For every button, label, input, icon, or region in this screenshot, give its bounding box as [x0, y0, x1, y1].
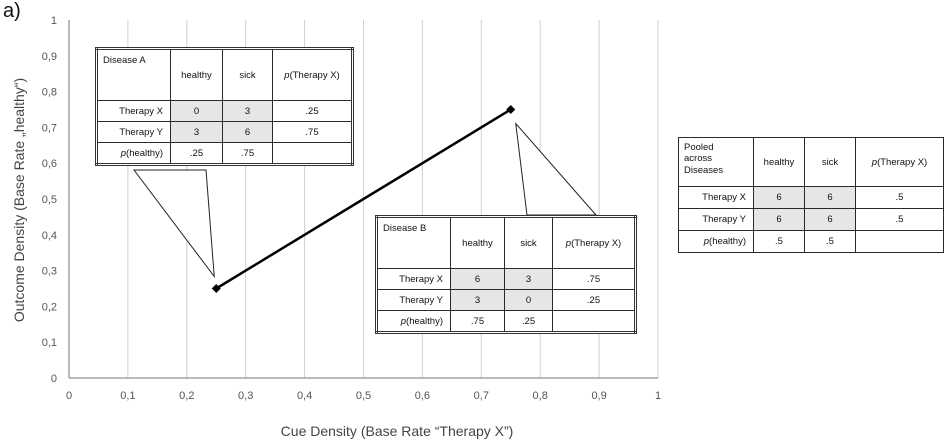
disease-a-row-label: p(healthy) [96, 142, 171, 165]
pooled-cell: .5 [855, 186, 944, 209]
pooled-title: Pooled across Diseases [678, 137, 754, 187]
disease-b-table: Disease B healthy sick p(Therapy X) Ther… [375, 215, 637, 334]
x-tick-label: 0,9 [591, 390, 606, 402]
y-axis-title: Outcome Density (Base Rate „healthy“) [11, 78, 27, 322]
x-tick-label: 0,3 [238, 390, 253, 402]
disease-a-cell: .75 [222, 142, 273, 165]
y-tick-label: 0,5 [42, 194, 57, 206]
x-tick-label: 0,4 [297, 390, 312, 402]
disease-b-cell: .75 [552, 268, 636, 290]
x-tick-label: 0 [66, 390, 72, 402]
y-tick-label: 1 [51, 15, 57, 27]
disease-b-cell: 6 [450, 268, 505, 290]
disease-b-row-label: Therapy Y [376, 289, 451, 311]
pooled-cell: 6 [804, 208, 856, 231]
disease-b-row-label: p(healthy) [376, 310, 451, 333]
x-tick-label: 0,8 [533, 390, 548, 402]
y-tick-label: 0,8 [42, 87, 57, 99]
disease-b-cell: 0 [504, 289, 553, 311]
disease-b-cell: 3 [504, 268, 553, 290]
axis-layer: 0 0,1 0,2 0,3 0,4 0,5 0,6 0,7 0,8 0,9 1 0 0,1 0,2 0,3 0… [42, 15, 661, 402]
disease-a-table: Disease A healthy sick p(Therapy X) Ther… [95, 47, 354, 166]
disease-a-cell: 3 [222, 100, 273, 122]
disease-b-col-sick: sick [504, 216, 553, 269]
x-axis-title: Cue Density (Base Rate “Therapy X”) [281, 423, 514, 439]
disease-a-row-label: Therapy Y [96, 121, 171, 143]
pooled-row-label: Therapy X [678, 186, 754, 209]
data-point-marker [211, 284, 221, 293]
pooled-cell: .5 [804, 230, 856, 253]
y-tick-label: 0,4 [42, 230, 57, 242]
disease-b-title: Disease B [376, 216, 451, 269]
y-tick-label: 0 [51, 373, 57, 385]
pooled-cell: 6 [753, 186, 805, 209]
pooled-col-sick: sick [804, 137, 856, 187]
disease-a-col-healthy: healthy [170, 48, 223, 101]
x-tick-label: 1 [655, 390, 661, 402]
x-tick-label: 0,5 [356, 390, 371, 402]
y-tick-label: 0,3 [42, 266, 57, 278]
disease-a-cell [272, 142, 353, 165]
x-tick-label: 0,7 [474, 390, 489, 402]
y-tick-label: 0,9 [42, 51, 57, 63]
disease-b-row-label: Therapy X [376, 268, 451, 290]
disease-b-cell: .25 [504, 310, 553, 333]
disease-b-cell: .75 [450, 310, 505, 333]
series-layer [211, 105, 516, 293]
pooled-col-healthy: healthy [753, 137, 805, 187]
disease-b-col-healthy: healthy [450, 216, 505, 269]
disease-b-col-ptherapy: p(Therapy X) [552, 216, 636, 269]
disease-a-col-ptherapy: p(Therapy X) [272, 48, 353, 101]
panel-label: a) [3, 0, 21, 22]
pooled-cell [855, 230, 944, 253]
disease-a-cell: .75 [272, 121, 353, 143]
disease-b-callout [515, 121, 598, 216]
disease-a-cell: .25 [170, 142, 223, 165]
pooled-cell: .5 [753, 230, 805, 253]
pooled-row-label: Therapy Y [678, 208, 754, 231]
y-tick-label: 0,6 [42, 158, 57, 170]
disease-a-col-sick: sick [222, 48, 273, 101]
disease-a-cell: 6 [222, 121, 273, 143]
series-line [215, 108, 512, 290]
disease-a-cell: 0 [170, 100, 223, 122]
x-tick-label: 0,2 [179, 390, 194, 402]
disease-a-cell: .25 [272, 100, 353, 122]
disease-a-row-label: Therapy X [96, 100, 171, 122]
disease-a-cell: 3 [170, 121, 223, 143]
data-point-marker [506, 105, 516, 114]
pooled-cell: .5 [855, 208, 944, 231]
x-tick-label: 0,1 [120, 390, 135, 402]
x-tick-label: 0,6 [415, 390, 430, 402]
y-tick-label: 0,2 [42, 301, 57, 313]
pooled-cell: 6 [804, 186, 856, 209]
pooled-cell: 6 [753, 208, 805, 231]
y-tick-label: 0,1 [42, 337, 57, 349]
disease-b-cell: .25 [552, 289, 636, 311]
y-tick-label: 0,7 [42, 122, 57, 134]
pooled-table: Pooled across Diseases healthy sick p(Th… [678, 137, 944, 253]
disease-a-callout [132, 169, 215, 279]
disease-a-title: Disease A [96, 48, 171, 101]
pooled-row-label: p(healthy) [678, 230, 754, 253]
disease-b-cell [552, 310, 636, 333]
disease-b-cell: 3 [450, 289, 505, 311]
pooled-col-ptherapy: p(Therapy X) [855, 137, 944, 187]
